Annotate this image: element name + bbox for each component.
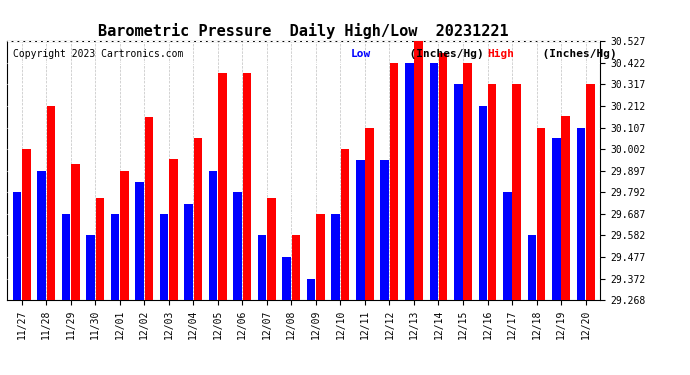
- Bar: [209, 171, 217, 300]
- Bar: [586, 84, 595, 300]
- Bar: [86, 236, 95, 300]
- Bar: [537, 128, 546, 300]
- Bar: [110, 214, 119, 300]
- Bar: [341, 149, 349, 300]
- Bar: [184, 204, 193, 300]
- Text: (Inches/Hg): (Inches/Hg): [529, 49, 617, 59]
- Bar: [71, 164, 79, 300]
- Bar: [37, 171, 46, 300]
- Bar: [120, 171, 128, 300]
- Bar: [316, 214, 325, 300]
- Bar: [169, 159, 178, 300]
- Bar: [292, 236, 300, 300]
- Bar: [488, 84, 496, 300]
- Bar: [282, 257, 291, 300]
- Bar: [479, 106, 487, 300]
- Text: Low: Low: [351, 49, 371, 59]
- Bar: [464, 63, 472, 300]
- Bar: [503, 192, 512, 300]
- Bar: [95, 198, 104, 300]
- Bar: [414, 41, 423, 300]
- Bar: [380, 160, 389, 300]
- Bar: [194, 138, 202, 300]
- Bar: [454, 84, 462, 300]
- Bar: [61, 214, 70, 300]
- Bar: [233, 192, 242, 300]
- Bar: [552, 138, 561, 300]
- Bar: [12, 192, 21, 300]
- Bar: [258, 236, 266, 300]
- Bar: [528, 236, 536, 300]
- Bar: [365, 128, 374, 300]
- Bar: [439, 53, 447, 300]
- Text: Copyright 2023 Cartronics.com: Copyright 2023 Cartronics.com: [13, 49, 184, 59]
- Bar: [405, 63, 413, 300]
- Bar: [577, 128, 585, 300]
- Bar: [46, 106, 55, 300]
- Bar: [267, 198, 276, 300]
- Bar: [513, 84, 521, 300]
- Bar: [307, 279, 315, 300]
- Bar: [429, 63, 438, 300]
- Bar: [135, 182, 144, 300]
- Bar: [160, 214, 168, 300]
- Bar: [145, 117, 153, 300]
- Bar: [562, 116, 570, 300]
- Bar: [218, 73, 227, 300]
- Bar: [22, 149, 30, 300]
- Bar: [331, 214, 340, 300]
- Text: High: High: [488, 49, 515, 59]
- Text: (Inches/Hg): (Inches/Hg): [395, 49, 483, 59]
- Title: Barometric Pressure  Daily High/Low  20231221: Barometric Pressure Daily High/Low 20231…: [98, 23, 509, 39]
- Bar: [356, 160, 364, 300]
- Bar: [243, 73, 251, 300]
- Bar: [390, 63, 398, 300]
